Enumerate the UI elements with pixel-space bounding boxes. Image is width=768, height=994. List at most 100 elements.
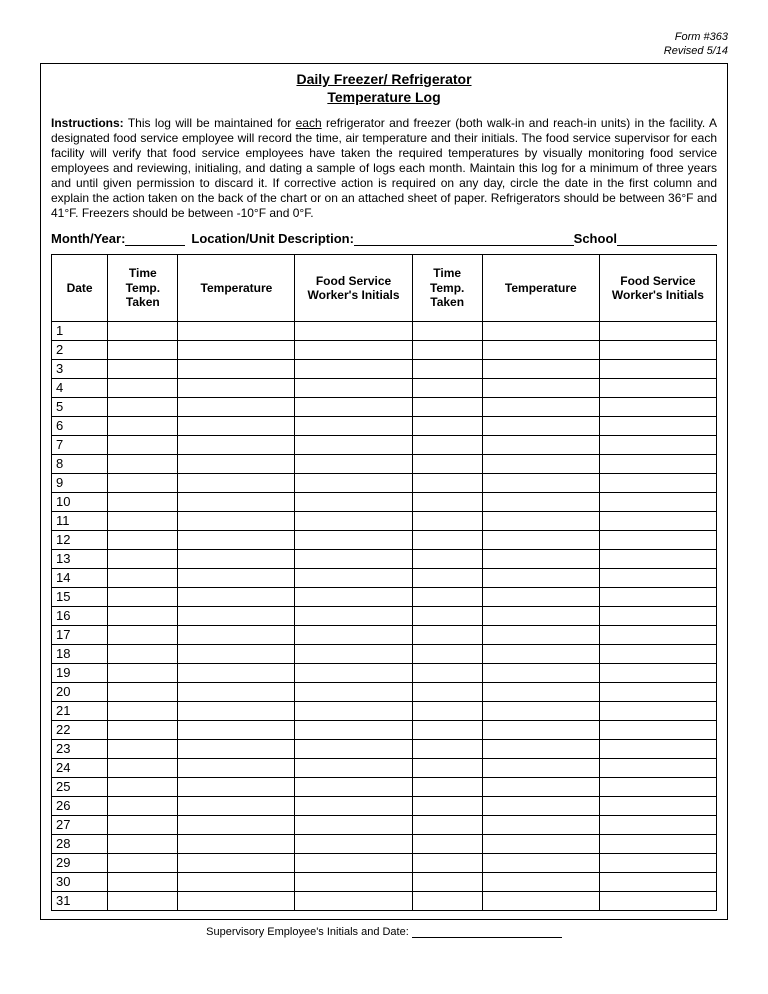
entry-cell[interactable] <box>108 416 178 435</box>
entry-cell[interactable] <box>295 720 412 739</box>
entry-cell[interactable] <box>108 663 178 682</box>
entry-cell[interactable] <box>178 378 295 397</box>
entry-cell[interactable] <box>482 739 599 758</box>
entry-cell[interactable] <box>108 796 178 815</box>
entry-cell[interactable] <box>482 663 599 682</box>
entry-cell[interactable] <box>178 435 295 454</box>
entry-cell[interactable] <box>412 359 482 378</box>
entry-cell[interactable] <box>482 625 599 644</box>
entry-cell[interactable] <box>178 416 295 435</box>
entry-cell[interactable] <box>295 606 412 625</box>
entry-cell[interactable] <box>599 777 716 796</box>
entry-cell[interactable] <box>599 530 716 549</box>
entry-cell[interactable] <box>599 606 716 625</box>
entry-cell[interactable] <box>178 796 295 815</box>
location-blank[interactable] <box>354 231 574 246</box>
entry-cell[interactable] <box>482 321 599 340</box>
entry-cell[interactable] <box>599 321 716 340</box>
entry-cell[interactable] <box>178 815 295 834</box>
entry-cell[interactable] <box>108 321 178 340</box>
entry-cell[interactable] <box>412 530 482 549</box>
entry-cell[interactable] <box>178 454 295 473</box>
entry-cell[interactable] <box>295 587 412 606</box>
entry-cell[interactable] <box>482 872 599 891</box>
entry-cell[interactable] <box>295 473 412 492</box>
entry-cell[interactable] <box>178 701 295 720</box>
entry-cell[interactable] <box>412 739 482 758</box>
entry-cell[interactable] <box>108 473 178 492</box>
entry-cell[interactable] <box>412 511 482 530</box>
entry-cell[interactable] <box>178 872 295 891</box>
entry-cell[interactable] <box>295 397 412 416</box>
entry-cell[interactable] <box>108 625 178 644</box>
entry-cell[interactable] <box>482 492 599 511</box>
entry-cell[interactable] <box>599 739 716 758</box>
entry-cell[interactable] <box>178 739 295 758</box>
entry-cell[interactable] <box>412 796 482 815</box>
entry-cell[interactable] <box>295 796 412 815</box>
entry-cell[interactable] <box>108 682 178 701</box>
entry-cell[interactable] <box>412 378 482 397</box>
entry-cell[interactable] <box>599 625 716 644</box>
entry-cell[interactable] <box>482 454 599 473</box>
entry-cell[interactable] <box>599 473 716 492</box>
entry-cell[interactable] <box>178 511 295 530</box>
entry-cell[interactable] <box>108 739 178 758</box>
entry-cell[interactable] <box>412 492 482 511</box>
entry-cell[interactable] <box>412 701 482 720</box>
entry-cell[interactable] <box>599 682 716 701</box>
entry-cell[interactable] <box>178 492 295 511</box>
entry-cell[interactable] <box>412 568 482 587</box>
entry-cell[interactable] <box>108 872 178 891</box>
entry-cell[interactable] <box>482 644 599 663</box>
entry-cell[interactable] <box>108 720 178 739</box>
entry-cell[interactable] <box>178 397 295 416</box>
entry-cell[interactable] <box>295 644 412 663</box>
school-blank[interactable] <box>617 231 717 246</box>
entry-cell[interactable] <box>178 682 295 701</box>
entry-cell[interactable] <box>108 701 178 720</box>
entry-cell[interactable] <box>108 435 178 454</box>
entry-cell[interactable] <box>482 378 599 397</box>
entry-cell[interactable] <box>599 644 716 663</box>
entry-cell[interactable] <box>295 492 412 511</box>
entry-cell[interactable] <box>412 682 482 701</box>
entry-cell[interactable] <box>599 492 716 511</box>
entry-cell[interactable] <box>482 568 599 587</box>
entry-cell[interactable] <box>295 701 412 720</box>
entry-cell[interactable] <box>108 359 178 378</box>
entry-cell[interactable] <box>599 796 716 815</box>
entry-cell[interactable] <box>178 720 295 739</box>
entry-cell[interactable] <box>482 397 599 416</box>
entry-cell[interactable] <box>482 682 599 701</box>
month-year-blank[interactable] <box>125 231 185 246</box>
entry-cell[interactable] <box>412 625 482 644</box>
entry-cell[interactable] <box>295 378 412 397</box>
entry-cell[interactable] <box>295 321 412 340</box>
entry-cell[interactable] <box>482 720 599 739</box>
entry-cell[interactable] <box>295 568 412 587</box>
entry-cell[interactable] <box>178 891 295 910</box>
entry-cell[interactable] <box>599 435 716 454</box>
entry-cell[interactable] <box>599 701 716 720</box>
entry-cell[interactable] <box>482 891 599 910</box>
entry-cell[interactable] <box>599 587 716 606</box>
entry-cell[interactable] <box>295 777 412 796</box>
entry-cell[interactable] <box>482 359 599 378</box>
entry-cell[interactable] <box>412 720 482 739</box>
entry-cell[interactable] <box>295 853 412 872</box>
entry-cell[interactable] <box>412 321 482 340</box>
entry-cell[interactable] <box>108 530 178 549</box>
entry-cell[interactable] <box>295 739 412 758</box>
entry-cell[interactable] <box>178 473 295 492</box>
entry-cell[interactable] <box>178 853 295 872</box>
entry-cell[interactable] <box>178 549 295 568</box>
entry-cell[interactable] <box>108 606 178 625</box>
entry-cell[interactable] <box>108 549 178 568</box>
entry-cell[interactable] <box>108 492 178 511</box>
entry-cell[interactable] <box>108 834 178 853</box>
entry-cell[interactable] <box>108 397 178 416</box>
entry-cell[interactable] <box>295 511 412 530</box>
entry-cell[interactable] <box>108 815 178 834</box>
entry-cell[interactable] <box>412 834 482 853</box>
